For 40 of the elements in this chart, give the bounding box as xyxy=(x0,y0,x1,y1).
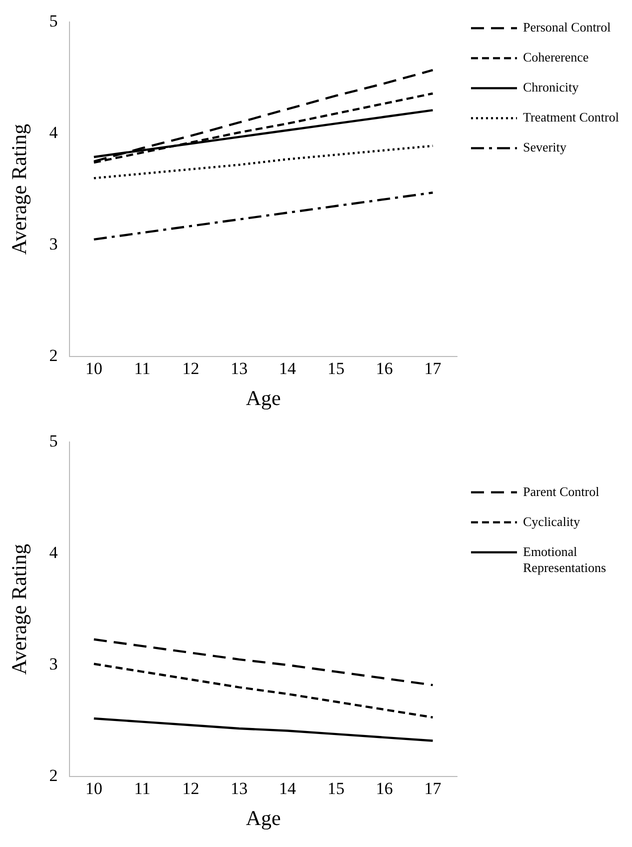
x-tick-label: 17 xyxy=(424,359,442,378)
x-axis-title: Age xyxy=(246,806,281,830)
x-tick-label: 16 xyxy=(376,779,393,798)
y-tick-label: 5 xyxy=(49,12,58,31)
y-tick-label: 4 xyxy=(49,543,58,562)
line-series xyxy=(92,662,434,718)
x-tick-label: 12 xyxy=(182,779,200,798)
x-tick-label: 14 xyxy=(279,359,297,378)
x-tick-label: 15 xyxy=(327,359,344,378)
x-axis-title: Age xyxy=(246,386,281,410)
y-tick-label: 4 xyxy=(49,123,58,142)
legend-label: Severity xyxy=(523,140,567,155)
x-tick-label: 11 xyxy=(134,359,151,378)
legend-label: Parent Control xyxy=(523,484,600,499)
line-series xyxy=(92,638,434,686)
legend-label: Emotional Representations xyxy=(523,544,606,575)
x-tick-label: 12 xyxy=(182,359,200,378)
y-tick-label: 2 xyxy=(49,346,58,365)
x-tick-label: 11 xyxy=(134,779,151,798)
x-tick-label: 10 xyxy=(85,359,102,378)
x-tick-label: 15 xyxy=(327,779,344,798)
x-tick-label: 17 xyxy=(424,779,442,798)
line-series xyxy=(92,144,434,180)
y-axis-title: Average Rating xyxy=(7,123,32,255)
legend-label: Chronicity xyxy=(523,80,580,95)
legend-label: Treatment Control xyxy=(523,110,620,125)
y-tick-label: 3 xyxy=(49,234,58,254)
y-axis-title: Average Rating xyxy=(7,543,32,675)
legend-label: Cyclicality xyxy=(523,514,581,529)
y-tick-label: 3 xyxy=(49,654,58,674)
x-tick-label: 16 xyxy=(376,359,393,378)
y-tick-label: 5 xyxy=(49,432,58,451)
x-tick-label: 13 xyxy=(230,779,248,798)
x-tick-label: 13 xyxy=(230,359,248,378)
line-series xyxy=(92,192,434,241)
legend-label: Personal Control xyxy=(523,20,612,35)
y-tick-label: 2 xyxy=(49,766,58,785)
x-tick-label: 10 xyxy=(85,779,102,798)
legend-label: Cohererence xyxy=(523,50,589,65)
x-tick-label: 14 xyxy=(279,779,297,798)
